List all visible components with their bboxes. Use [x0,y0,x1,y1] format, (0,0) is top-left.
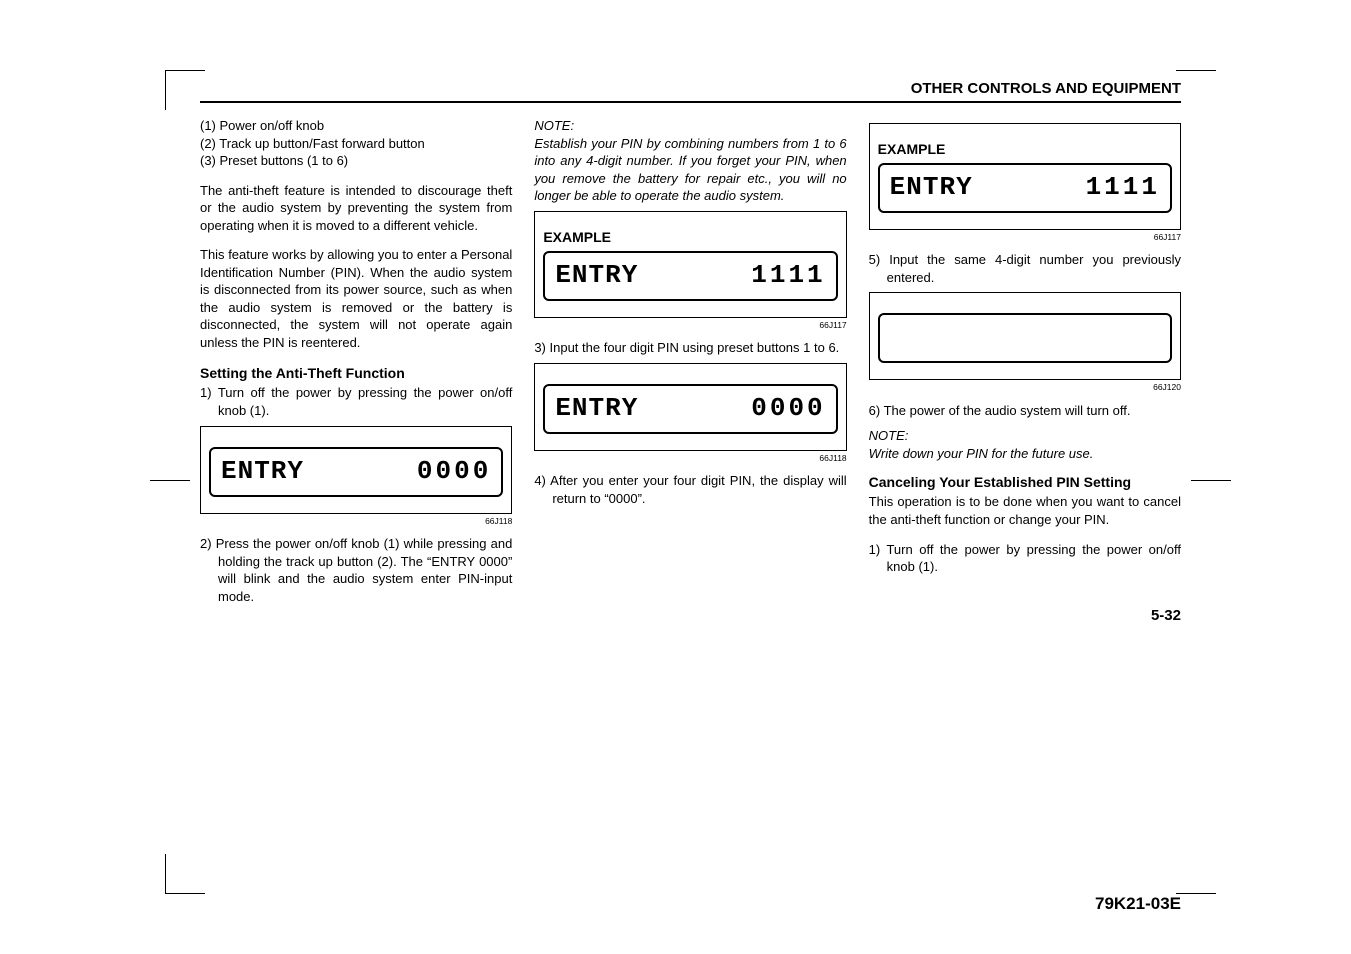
legend-num: (3) [200,153,216,168]
column-3: EXAMPLE ENTRY 1111 66J117 5) Input the s… [869,117,1181,626]
paragraph: This operation is to be done when you wa… [869,493,1181,528]
crop-mark [165,70,205,110]
legend-text: Preset buttons (1 to 6) [220,153,349,168]
display-value: 1111 [751,258,825,293]
step: 1) Turn off the power by pressing the po… [869,541,1181,576]
figure-id: 66J117 [869,232,1181,243]
legend-text: Power on/off knob [220,118,325,133]
legend-list: (1) Power on/off knob (2) Track up butto… [200,117,512,170]
legend-item: (3) Preset buttons (1 to 6) [200,152,512,170]
subheading: Canceling Your Established PIN Setting [869,473,1181,492]
crop-mark [1191,480,1231,481]
document-code: 79K21-03E [1095,894,1181,914]
lcd-display: ENTRY 1111 [878,163,1172,213]
example-label: EXAMPLE [543,228,837,247]
crop-mark [1176,893,1216,894]
display-figure: ENTRY 0000 [534,363,846,451]
display-label: ENTRY [890,170,973,205]
display-value: 0000 [417,454,491,489]
note-text: Write down your PIN for the future use. [869,445,1181,463]
legend-text: Track up button/Fast forward button [219,136,424,151]
crop-mark [150,480,190,481]
column-2: NOTE: Establish your PIN by combining nu… [534,117,846,626]
example-label: EXAMPLE [878,140,1172,159]
step: 5) Input the same 4-digit number you pre… [869,251,1181,286]
lcd-display-blank [878,313,1172,363]
step: 3) Input the four digit PIN using preset… [534,339,846,357]
crop-mark [1176,70,1216,71]
crop-mark [165,854,205,894]
section-title: OTHER CONTROLS AND EQUIPMENT [911,80,1181,97]
display-figure: ENTRY 0000 [200,426,512,514]
display-label: ENTRY [555,258,638,293]
legend-item: (1) Power on/off knob [200,117,512,135]
display-value: 0000 [751,391,825,426]
figure-id: 66J118 [200,516,512,527]
figure-id: 66J120 [869,382,1181,393]
lcd-display: ENTRY 0000 [209,447,503,497]
legend-item: (2) Track up button/Fast forward button [200,135,512,153]
figure-id: 66J118 [534,453,846,464]
paragraph: This feature works by allowing you to en… [200,246,512,351]
paragraph: The anti-theft feature is intended to di… [200,182,512,235]
legend-num: (2) [200,136,216,151]
display-value: 1111 [1086,170,1160,205]
note-label: NOTE: [534,117,846,135]
display-figure: EXAMPLE ENTRY 1111 [869,123,1181,230]
display-label: ENTRY [555,391,638,426]
lcd-display: ENTRY 1111 [543,251,837,301]
note-label: NOTE: [869,427,1181,445]
display-figure [869,292,1181,380]
section-header: OTHER CONTROLS AND EQUIPMENT [200,80,1181,103]
step: 6) The power of the audio system will tu… [869,402,1181,420]
legend-num: (1) [200,118,216,133]
display-figure: EXAMPLE ENTRY 1111 [534,211,846,318]
column-1: (1) Power on/off knob (2) Track up butto… [200,117,512,626]
subheading: Setting the Anti-Theft Function [200,364,512,383]
page-number: 5-32 [869,606,1181,626]
figure-id: 66J117 [534,320,846,331]
step: 4) After you enter your four digit PIN, … [534,472,846,507]
lcd-display: ENTRY 0000 [543,384,837,434]
note-text: Establish your PIN by combining numbers … [534,135,846,205]
step: 1) Turn off the power by pressing the po… [200,384,512,419]
step: 2) Press the power on/off knob (1) while… [200,535,512,605]
display-label: ENTRY [221,454,304,489]
